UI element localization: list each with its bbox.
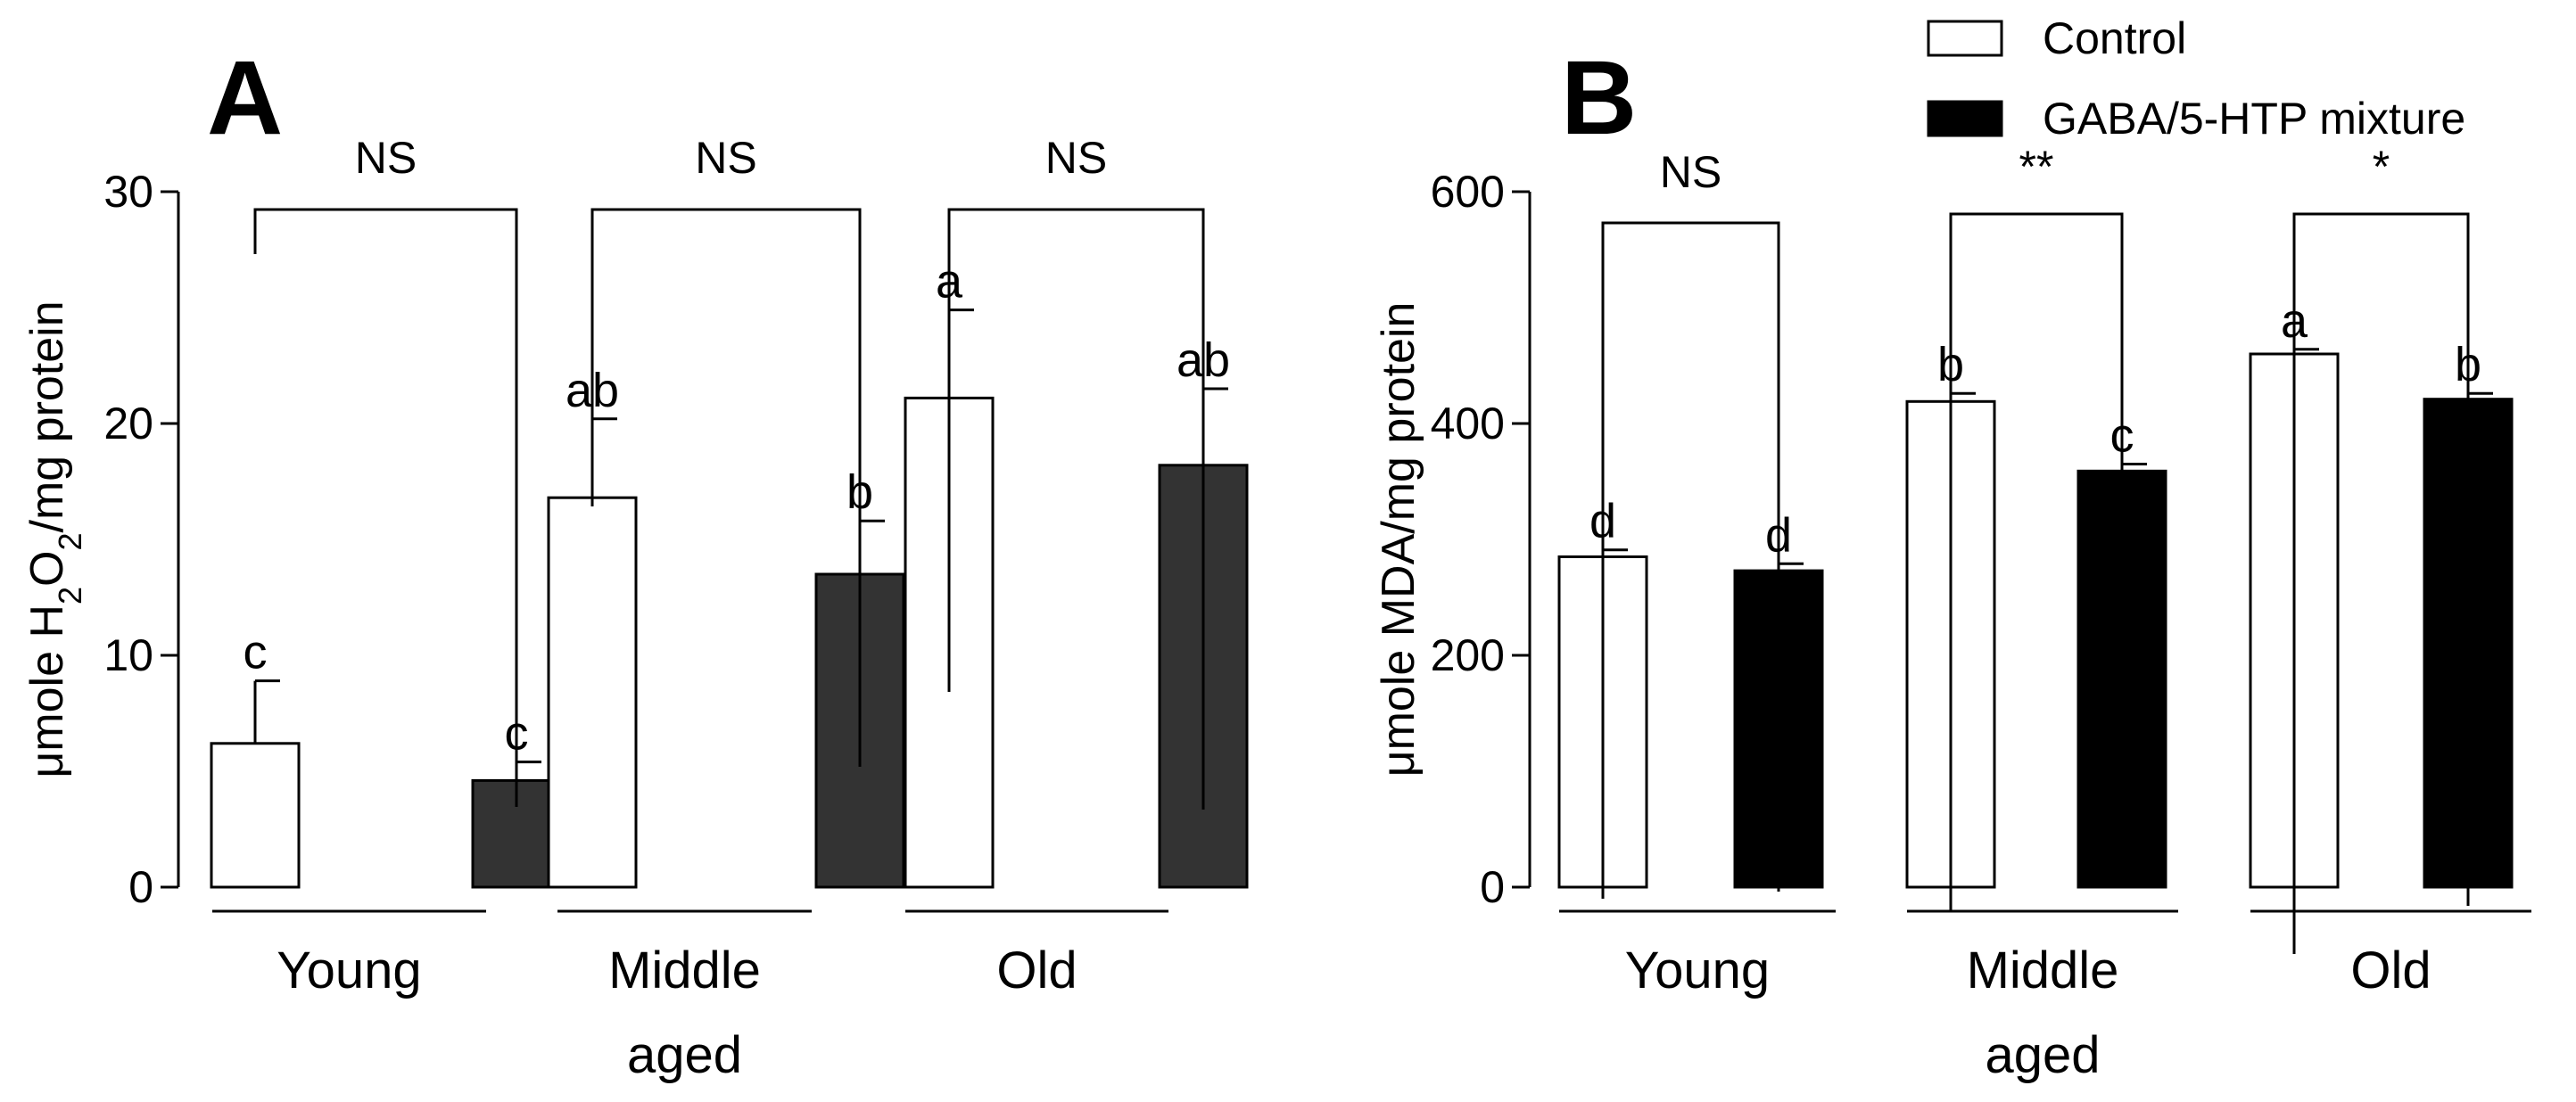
y-title-sub1: 2 <box>52 587 88 604</box>
comparison-bracket <box>2292 212 2470 954</box>
y-title-mid: O <box>21 551 73 587</box>
y-tick-label: 30 <box>103 167 153 217</box>
y-tick-label: 0 <box>128 862 153 912</box>
y-tick-label: 400 <box>1431 399 1505 448</box>
y-title-pre: μmole H <box>21 604 73 778</box>
category-label: Old <box>996 942 1077 999</box>
panel-a-y-axis-title: μmole H2O2/mg protein <box>21 300 88 777</box>
y-title-post: /mg protein <box>21 300 73 532</box>
y-tick-label: 0 <box>1480 862 1505 912</box>
panel-a: A μmole H2O2/mg protein 0102030ccNSYoung… <box>21 39 1249 1084</box>
category-label: Young <box>277 942 421 999</box>
y-title-sub2: 2 <box>52 532 88 550</box>
bar-control-young <box>210 742 301 889</box>
comparison-label: NS <box>355 133 417 183</box>
category-label: Middle <box>608 942 761 999</box>
comparison-label: NS <box>1660 147 1721 197</box>
y-tick-label: 600 <box>1431 167 1505 217</box>
category-label: Middle <box>1967 942 2119 999</box>
bar-control-middle <box>547 496 638 889</box>
comparison-bracket <box>947 208 1205 810</box>
legend-swatch-treatment <box>1927 100 2003 137</box>
comparison-label: ** <box>2019 142 2054 192</box>
legend-label-control: Control <box>2043 13 2186 63</box>
comparison-bracket <box>590 208 862 767</box>
significance-letter: c <box>244 626 268 679</box>
comparison-bracket <box>253 208 518 807</box>
panel-a-letter: A <box>207 39 283 157</box>
panel-b-y-axis-title: μmole MDA/mg protein <box>1373 302 1424 777</box>
category-label: Old <box>2350 942 2431 999</box>
panel-b-letter: B <box>1561 39 1637 157</box>
legend-swatch-control <box>1927 20 2003 57</box>
category-sublabel: aged <box>627 1026 742 1084</box>
category-sublabel: aged <box>1985 1026 2100 1084</box>
comparison-bracket <box>1949 212 2124 912</box>
comparison-label: * <box>2373 142 2390 192</box>
legend-label-treatment: GABA/5-HTP mixture <box>2043 94 2465 144</box>
legend: Control GABA/5-HTP mixture <box>1927 13 2465 144</box>
y-tick-label: 10 <box>103 630 153 680</box>
y-tick-label: 200 <box>1431 630 1505 680</box>
category-label: Young <box>1625 942 1770 999</box>
comparison-label: NS <box>1045 133 1107 183</box>
y-tick-label: 20 <box>103 399 153 448</box>
comparison-label: NS <box>695 133 756 183</box>
comparison-bracket <box>1601 221 1780 899</box>
